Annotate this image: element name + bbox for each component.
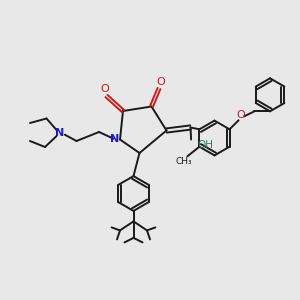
Text: O: O — [100, 84, 109, 94]
Text: O: O — [156, 77, 165, 87]
Text: N: N — [110, 134, 119, 144]
Text: N: N — [56, 128, 64, 139]
Text: CH₃: CH₃ — [176, 157, 192, 166]
Text: O: O — [237, 110, 245, 121]
Text: OH: OH — [197, 140, 213, 150]
